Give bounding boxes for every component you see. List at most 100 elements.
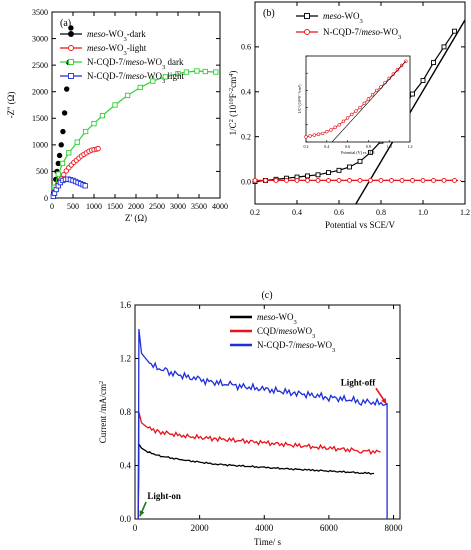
x-axis-label: Potential vs SCE/V <box>325 220 396 230</box>
inset-frame <box>306 56 410 142</box>
data-point <box>203 69 207 73</box>
data-point <box>67 151 71 155</box>
data-point <box>59 143 63 147</box>
y-tick-label: 1000 <box>32 141 48 150</box>
data-point <box>61 129 65 133</box>
data-point <box>411 92 415 96</box>
x-tick-label: 8000 <box>385 523 404 533</box>
x-tick-label: 1000 <box>86 202 102 211</box>
data-point <box>348 178 352 182</box>
legend-marker <box>69 32 74 37</box>
series-line <box>55 71 216 187</box>
inset-data-point <box>363 102 366 105</box>
inset-data-point <box>375 89 378 92</box>
data-point <box>113 103 117 107</box>
legend-marker <box>69 74 74 79</box>
y-tick-label: 0.4 <box>120 461 132 471</box>
x-tick-label: 2500 <box>149 202 165 211</box>
data-point <box>100 113 104 117</box>
data-point <box>56 172 60 176</box>
y-tick-label: 1500 <box>32 114 48 123</box>
data-point <box>369 178 373 182</box>
series-line <box>138 412 380 519</box>
x-tick-label: 1.2 <box>460 208 470 217</box>
data-point <box>453 178 457 182</box>
data-point <box>421 178 425 182</box>
data-point <box>432 61 436 65</box>
y-tick-label: 1.2 <box>120 354 131 364</box>
legend-label: meso-WO3 <box>257 312 297 326</box>
data-point <box>96 146 100 150</box>
y-tick-label: 0.6 <box>241 43 251 52</box>
legend-label: N-CQD-7/meso-WO3 <box>257 340 335 354</box>
data-point <box>295 178 299 182</box>
data-point <box>60 161 64 165</box>
x-axis-label: Time/ s <box>254 537 281 547</box>
data-point <box>411 178 415 182</box>
y-tick-label: 0.0 <box>120 514 132 524</box>
inset-x-tick-label: 0.6 <box>345 144 350 149</box>
data-point <box>306 178 310 182</box>
data-point <box>327 171 331 175</box>
data-point <box>337 168 341 172</box>
data-point <box>358 159 362 163</box>
data-point <box>316 178 320 182</box>
x-tick-label: 0.6 <box>334 208 344 217</box>
inset-data-point <box>342 120 345 123</box>
data-point <box>400 178 404 182</box>
x-tick-label: 4000 <box>212 202 228 211</box>
y-tick-label: 2000 <box>32 88 48 97</box>
inset-data-point <box>350 113 353 116</box>
data-point <box>337 178 341 182</box>
x-tick-label: 6000 <box>320 523 339 533</box>
x-tick-label: 0.2 <box>250 208 260 217</box>
legend-label: N-CQD-7/meso-WO3 dark <box>87 57 184 71</box>
x-tick-label: 0 <box>50 202 54 211</box>
data-point <box>253 178 257 182</box>
y-tick-label: 2500 <box>32 61 48 70</box>
data-point <box>285 178 289 182</box>
inset-data-point <box>330 129 333 132</box>
legend-label: CQD/mesoWO3 <box>257 326 315 340</box>
y-tick-label: 0 <box>44 194 48 203</box>
legend-label: N-CQD-7/meso-WO3 light <box>87 71 185 85</box>
data-point <box>316 173 320 177</box>
y-axis-label: -Z'' (Ω) <box>6 92 16 119</box>
x-tick-label: 500 <box>67 202 79 211</box>
panel-label: (c) <box>261 290 272 301</box>
data-point <box>138 85 142 89</box>
data-point <box>379 178 383 182</box>
y-tick-label: 3000 <box>32 34 48 43</box>
data-point <box>453 29 457 33</box>
inset-data-point <box>305 135 308 138</box>
x-tick-label: 0.4 <box>292 208 302 217</box>
data-point <box>184 70 188 74</box>
data-point <box>327 178 331 182</box>
data-point <box>195 69 199 73</box>
data-point <box>274 178 278 182</box>
data-point <box>306 174 310 178</box>
panel-b: 0.2 0.4 0.6 0.8 1.0 1.20.00.20.40.6(b)Potenti… <box>228 2 471 230</box>
y-tick-label: 0.4 <box>241 88 251 97</box>
data-point <box>69 26 73 30</box>
data-point <box>442 45 446 49</box>
y-tick-label: 0.8 <box>120 407 132 417</box>
y-axis-label: 1/C2 (1010F-2cm4) <box>228 71 239 136</box>
inset-data-point <box>338 123 341 126</box>
y-tick-label: 3500 <box>32 8 48 17</box>
inset-data-point <box>325 130 328 133</box>
legend-label: meso-WO3-light <box>87 43 147 57</box>
inset-x-tick-label: 1.2 <box>408 144 413 149</box>
inset-data-point <box>359 106 362 109</box>
inset-y-axis-label: 1/C² (10¹³F⁻²cm⁴) <box>297 84 302 114</box>
annotation-label: Light-on <box>147 491 181 501</box>
legend-marker <box>305 14 310 19</box>
legend-label: meso-WO3-dark <box>87 29 146 43</box>
x-axis-label: Z' (Ω) <box>125 213 147 223</box>
inset-x-axis-label: Potential (V) vs SCE <box>341 150 375 155</box>
inset: 0.2 0.4 0.6 0.8 1.0 1.2 Potential (V) vs SCE 1/… <box>297 56 413 155</box>
plot-frame <box>52 12 220 198</box>
inset-x-tick-label: 0.4 <box>324 144 329 149</box>
panel-label: (b) <box>263 8 275 19</box>
